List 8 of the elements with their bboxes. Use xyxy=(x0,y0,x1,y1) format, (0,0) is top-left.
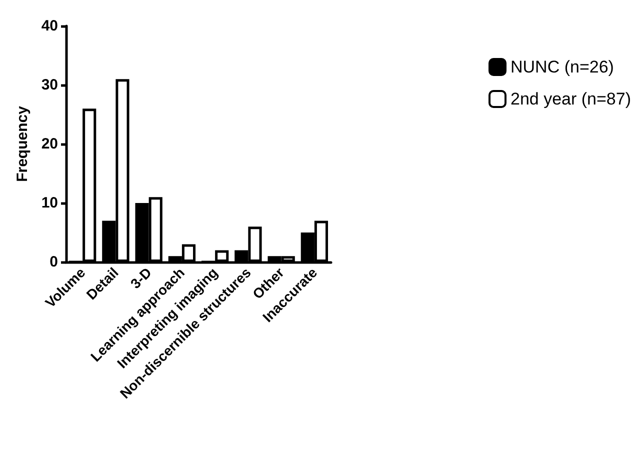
y-tick-label: 30 xyxy=(41,76,58,94)
y-axis-title: Frequency xyxy=(14,105,31,182)
legend-label: 2nd year (n=87) xyxy=(510,90,632,108)
y-tick-label: 0 xyxy=(50,254,58,270)
legend-label: NUNC (n=26) xyxy=(510,58,614,76)
y-tick-label: 10 xyxy=(41,194,58,212)
y-tick-label: 20 xyxy=(41,136,58,152)
y-tick-label: 40 xyxy=(41,18,58,34)
